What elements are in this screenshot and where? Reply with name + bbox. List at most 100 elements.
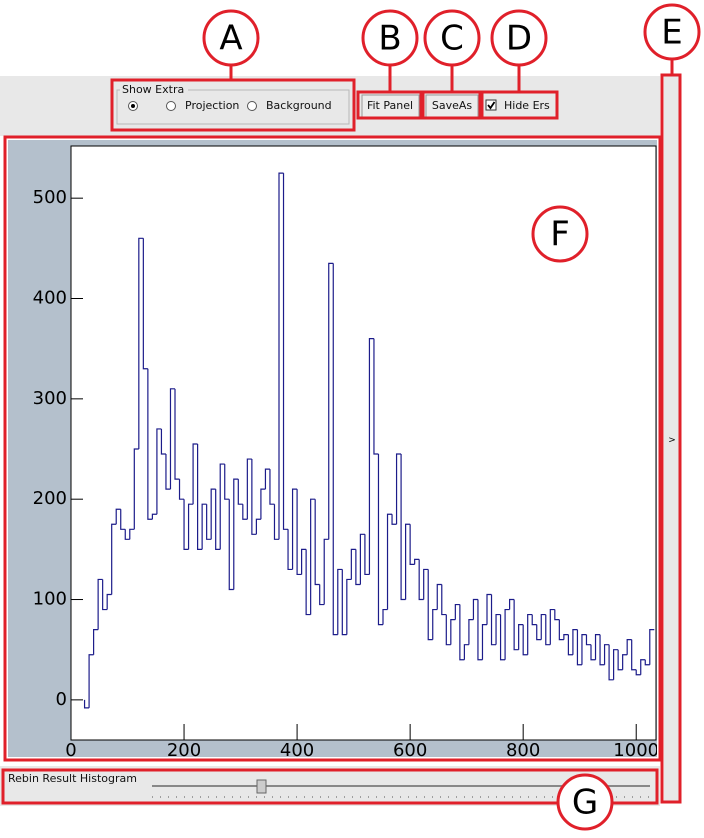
histogram-bin — [477, 599, 483, 661]
histogram-bin — [341, 569, 347, 636]
histogram-bin — [527, 613, 533, 655]
histogram-bin — [432, 608, 438, 640]
histogram-bin — [278, 172, 284, 540]
histogram-bin — [585, 634, 591, 646]
histogram-bin — [649, 629, 655, 665]
histogram-bin — [310, 498, 316, 615]
rebin-label: Rebin Result Histogram — [8, 772, 137, 785]
histogram-bin — [102, 579, 108, 611]
histogram-bin — [617, 649, 623, 671]
fit-panel-label[interactable]: Fit Panel — [367, 99, 413, 112]
histogram-bin — [237, 479, 243, 505]
histogram-bin — [359, 533, 365, 585]
histogram-bin — [264, 468, 270, 490]
histogram-bin — [644, 659, 650, 666]
histogram-bin — [518, 624, 524, 650]
slider-handle[interactable] — [256, 779, 267, 794]
histogram-bin — [490, 594, 497, 646]
x-tick-label: 0 — [65, 740, 76, 761]
histogram-bin — [395, 453, 402, 525]
plot: 0 100 200 300 400 500 0 200 400 600 800 1000 — [33, 172, 659, 761]
histogram-bin — [581, 634, 587, 665]
histogram-bin — [364, 534, 370, 576]
histogram-bin — [495, 613, 501, 645]
histogram-bin — [93, 629, 99, 655]
histogram-bin — [522, 624, 528, 656]
histogram-bin — [590, 644, 596, 661]
radio-label[interactable]: Background — [266, 99, 332, 112]
histogram-bin — [106, 593, 112, 610]
marker-circle — [531, 205, 589, 263]
histogram-bin — [481, 624, 487, 660]
histogram-bin — [215, 489, 221, 550]
histogram-bin — [201, 503, 207, 550]
radio-label[interactable]: Projection — [185, 99, 239, 112]
histogram-bin — [156, 428, 162, 515]
histogram-bin — [233, 478, 239, 590]
histogram-bin — [567, 634, 573, 656]
marker-circle — [361, 9, 419, 67]
histogram-bin — [608, 644, 614, 681]
histogram-bin — [558, 619, 564, 641]
histogram-bin — [346, 578, 352, 635]
toolbar — [0, 76, 660, 136]
x-tick-label: 600 — [393, 740, 427, 761]
histogram-bin — [305, 549, 311, 616]
marker-label: D — [506, 19, 532, 59]
y-tick-label: 100 — [33, 589, 67, 610]
save-as-label[interactable]: SaveAs — [432, 99, 473, 112]
histogram-bin — [603, 644, 610, 665]
x-tick-label: 200 — [167, 740, 201, 761]
histogram-bin — [111, 523, 117, 595]
histogram-bin — [296, 489, 302, 576]
histogram-bin — [441, 584, 447, 616]
checkbox-label[interactable]: Hide Ers — [504, 99, 550, 112]
histogram-bin — [219, 463, 225, 550]
side-toggle[interactable]: > — [668, 436, 676, 446]
x-tick-label: 1000 — [613, 740, 659, 761]
histogram-bin — [599, 634, 605, 666]
histogram-bin — [368, 338, 374, 575]
histogram-bin — [323, 538, 329, 605]
histogram-bin — [197, 444, 203, 550]
histogram-bin — [640, 659, 646, 675]
x-tick-label: 400 — [280, 740, 314, 761]
histogram-bin — [499, 614, 506, 661]
histogram-bin — [192, 443, 198, 505]
histogram-bin — [165, 454, 171, 490]
checkbox[interactable] — [485, 99, 497, 111]
histogram-bin — [540, 613, 546, 640]
histogram-bin — [319, 584, 325, 606]
histogram-bin — [129, 528, 135, 540]
histogram-bin — [486, 593, 492, 625]
histogram-bin — [328, 262, 334, 540]
histogram-bin — [301, 548, 307, 575]
box-f — [3, 135, 662, 762]
histogram-bin — [174, 388, 180, 480]
histogram-bin — [251, 459, 257, 535]
histogram-bin — [255, 518, 261, 535]
histogram-bin — [133, 448, 139, 530]
radio[interactable] — [247, 101, 257, 111]
histogram-bin — [337, 568, 343, 635]
histogram-bin — [242, 504, 248, 520]
box-g — [1, 768, 659, 805]
histogram-bin — [124, 529, 130, 540]
marker-label: A — [219, 19, 242, 59]
histogram-bin — [246, 458, 252, 520]
histogram-bin — [472, 598, 478, 620]
histogram-bin — [427, 569, 433, 641]
histogram-bin — [409, 524, 415, 566]
histogram-bin — [504, 608, 510, 660]
histogram-bin — [622, 654, 628, 670]
histogram-bin — [160, 428, 166, 455]
y-tick-label: 400 — [33, 288, 67, 309]
marker-circle — [556, 773, 614, 831]
radio[interactable] — [166, 101, 176, 111]
histogram-bin — [120, 509, 126, 530]
histogram-bin — [536, 624, 542, 641]
histogram-bin — [151, 513, 157, 520]
histogram-bin — [423, 568, 429, 600]
